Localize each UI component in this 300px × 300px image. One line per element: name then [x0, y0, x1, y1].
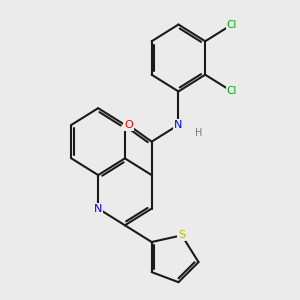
Text: O: O [124, 120, 133, 130]
Text: S: S [178, 230, 185, 240]
Text: Cl: Cl [227, 86, 237, 96]
Text: N: N [94, 204, 102, 214]
Text: N: N [174, 120, 183, 130]
Text: H: H [195, 128, 202, 138]
Text: Cl: Cl [227, 20, 237, 29]
